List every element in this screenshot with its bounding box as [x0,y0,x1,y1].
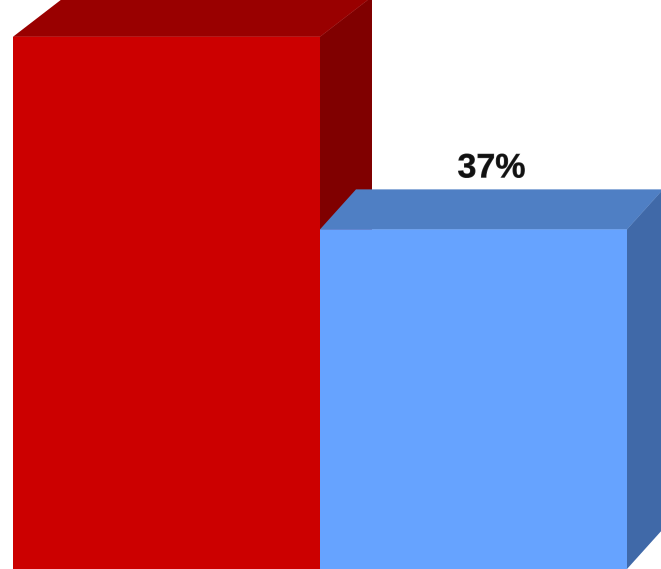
bar-2-top-face [320,189,661,230]
bars-group [13,0,661,569]
bar-1-front-face [13,36,320,569]
data-labels-group: 58%37% [457,147,526,186]
bar-2 [320,189,661,569]
bar-2-front-face [320,229,627,569]
bar-1 [13,0,372,569]
bar-2-side-face [627,191,661,569]
bar-1-top-face [13,0,368,37]
data-label-2: 37% [457,147,525,185]
